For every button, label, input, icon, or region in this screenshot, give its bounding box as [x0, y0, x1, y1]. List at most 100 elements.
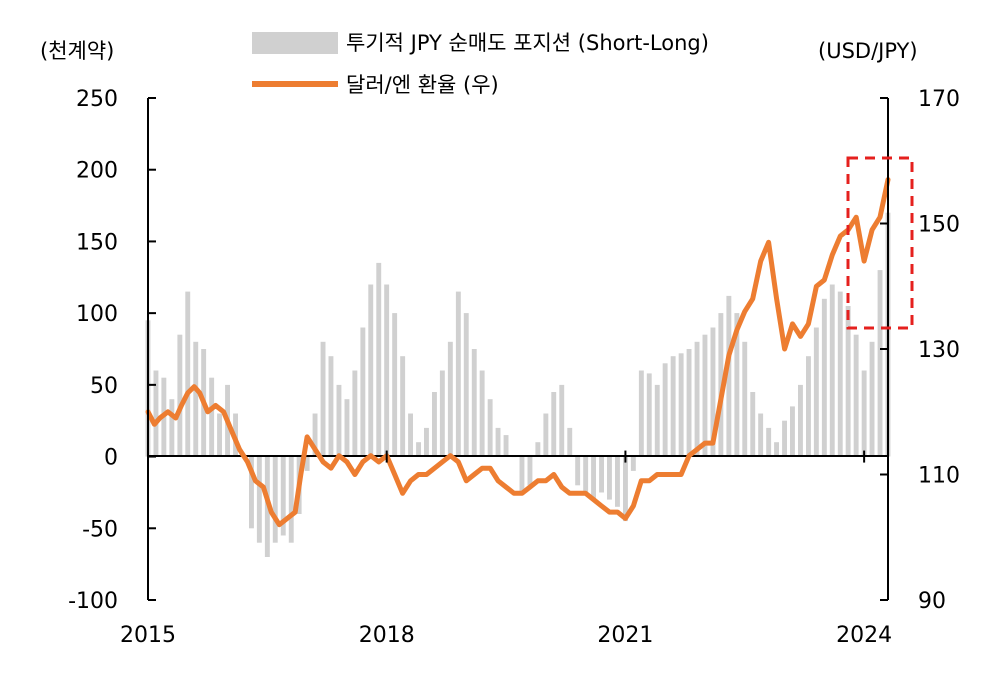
- right-tick-label: 130: [918, 338, 960, 363]
- position-bar: [177, 334, 183, 457]
- position-bar: [400, 356, 406, 457]
- position-bar: [766, 427, 772, 457]
- position-bar: [710, 327, 716, 457]
- position-bar: [551, 392, 557, 457]
- position-bar: [782, 420, 787, 457]
- right-axis-unit: (USD/JPY): [818, 39, 918, 63]
- position-bar: [312, 413, 318, 457]
- position-bar: [439, 370, 445, 457]
- position-bar: [599, 456, 604, 493]
- position-bar: [384, 284, 390, 457]
- left-tick-label: 0: [104, 446, 118, 471]
- position-bar: [495, 427, 501, 457]
- left-axis-unit: (천계약): [40, 39, 114, 63]
- position-bar: [185, 291, 191, 457]
- position-bar: [686, 349, 692, 457]
- position-bar: [607, 456, 612, 500]
- position-bar: [487, 399, 493, 457]
- position-bar: [455, 291, 461, 457]
- right-tick-label: 110: [918, 464, 960, 489]
- left-tick-label: 150: [76, 230, 118, 255]
- position-bar: [877, 270, 883, 457]
- position-bar: [169, 399, 175, 457]
- position-bar: [471, 349, 477, 457]
- position-bar: [256, 456, 262, 543]
- position-bar: [575, 456, 581, 486]
- position-bar: [813, 327, 819, 457]
- position-bar: [288, 456, 294, 543]
- legend: 투기적 JPY 순매도 포지션 (Short-Long) 달러/엔 환율 (우): [252, 31, 709, 97]
- position-bar: [447, 341, 453, 457]
- position-bar: [829, 284, 835, 457]
- position-bar: [567, 427, 573, 457]
- position-bar: [861, 370, 867, 457]
- position-bar: [750, 392, 756, 457]
- bar-series: [145, 212, 891, 557]
- position-bar: [742, 341, 748, 457]
- x-tick-label: 2018: [359, 623, 415, 648]
- position-bar: [837, 291, 843, 457]
- right-tick-label: 90: [918, 589, 946, 614]
- position-bar: [376, 262, 382, 457]
- legend-line-label: 달러/엔 환율 (우): [346, 73, 499, 97]
- position-bar: [694, 341, 700, 457]
- position-bar: [583, 456, 589, 493]
- position-bar: [535, 442, 541, 457]
- position-bar: [424, 427, 429, 457]
- position-bar: [543, 413, 549, 457]
- position-bar: [821, 298, 827, 457]
- position-bar: [869, 341, 875, 457]
- position-bar: [352, 370, 358, 457]
- position-bar: [304, 456, 310, 471]
- position-bar: [774, 442, 779, 457]
- position-bar: [853, 334, 859, 457]
- position-bar: [249, 456, 254, 529]
- position-bar: [638, 370, 644, 457]
- position-bar: [479, 370, 485, 457]
- left-tick-label: -50: [82, 517, 118, 542]
- x-tick-label: 2015: [120, 623, 176, 648]
- position-bar: [758, 413, 764, 457]
- x-tick-label: 2024: [836, 623, 892, 648]
- position-bar: [408, 413, 413, 457]
- legend-bar-label: 투기적 JPY 순매도 포지션 (Short-Long): [346, 31, 709, 55]
- position-bar: [217, 413, 222, 457]
- position-bar: [193, 341, 199, 457]
- highlight-box: [846, 156, 914, 330]
- position-bar: [527, 456, 533, 486]
- position-bar: [463, 313, 469, 457]
- left-tick-label: 50: [90, 374, 118, 399]
- left-axis-ticks: 250 200 150 100 50 0 -50 -100: [68, 87, 156, 614]
- position-bar: [153, 370, 159, 457]
- position-bar: [718, 313, 724, 457]
- right-tick-label: 170: [918, 87, 960, 112]
- position-bar: [519, 456, 525, 493]
- position-bar: [630, 456, 636, 471]
- position-bar: [416, 442, 421, 457]
- position-bar: [503, 435, 509, 457]
- position-bar: [272, 456, 278, 543]
- x-axis-ticks: 2015 2018 2021 2024: [120, 450, 892, 648]
- exchange-rate-line: [145, 177, 891, 528]
- position-bar: [360, 327, 366, 457]
- left-tick-label: -100: [68, 589, 118, 614]
- position-bar: [702, 334, 708, 457]
- position-bar: [790, 406, 795, 457]
- right-axis-ticks: 170 150 130 110 90: [880, 87, 960, 614]
- position-bar: [734, 313, 740, 457]
- position-bar: [798, 384, 803, 457]
- position-bar: [845, 306, 851, 457]
- x-tick-label: 2021: [597, 623, 653, 648]
- position-bar: [328, 356, 334, 457]
- position-bar: [662, 363, 668, 457]
- position-bar: [320, 341, 326, 457]
- position-bar: [654, 384, 660, 457]
- position-bar: [209, 377, 215, 457]
- position-bar: [646, 373, 652, 457]
- position-bar: [392, 313, 398, 457]
- position-bar: [336, 384, 342, 457]
- position-bar: [432, 392, 437, 457]
- position-bar: [623, 456, 628, 522]
- position-bar: [670, 356, 676, 457]
